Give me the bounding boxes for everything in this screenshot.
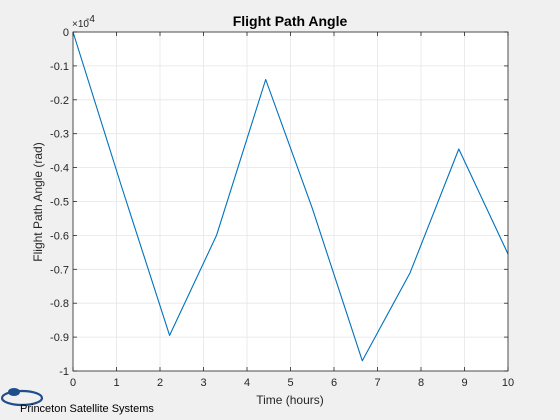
x-tick-label: 4 xyxy=(244,377,250,389)
y-tick-label: -0.1 xyxy=(50,61,69,73)
x-tick-label: 0 xyxy=(70,377,76,389)
x-tick-label: 8 xyxy=(418,377,424,389)
orbit-logo-icon xyxy=(0,388,44,407)
y-axis-label: Flight Path Angle (rad) xyxy=(31,142,45,261)
y-tick-label: -0.4 xyxy=(50,163,69,175)
x-tick-label: 6 xyxy=(331,377,337,389)
x-tick-label: 9 xyxy=(461,377,467,389)
x-axis-label: Time (hours) xyxy=(256,393,324,407)
x-tick-label: 10 xyxy=(502,377,514,389)
x-tick-label: 3 xyxy=(200,377,206,389)
y-tick-label: -0.8 xyxy=(50,298,69,310)
y-exponent-power: -4 xyxy=(86,14,95,25)
series-layer xyxy=(72,31,509,362)
y-tick-label: 0 xyxy=(63,27,69,39)
ticks-layer xyxy=(72,31,509,372)
brand-logo: Princeton Satellite Systems xyxy=(0,388,154,415)
y-tick-label: -0.3 xyxy=(50,129,69,141)
chart-title: Flight Path Angle xyxy=(233,13,348,29)
x-tick-label: 2 xyxy=(157,377,163,389)
y-tick-label: -0.2 xyxy=(50,95,69,107)
y-exponent: ×10 -4 xyxy=(72,14,95,30)
y-tick-label: -0.6 xyxy=(50,230,69,242)
tick-labels-layer: 0 1 2 3 4 5 6 7 8 9 10 0 -0.1 -0.2 -0.3 -0.4 -0.5 -0.6 -0.… xyxy=(50,27,514,389)
y-tick-label: -0.7 xyxy=(50,264,69,276)
brand-name: Princeton Satellite Systems xyxy=(20,403,154,415)
series-line xyxy=(72,31,509,362)
y-tick-label: -1 xyxy=(59,366,69,378)
x-tick-label: 5 xyxy=(287,377,293,389)
y-exponent-base: ×10 xyxy=(72,19,89,30)
x-tick-label: 1 xyxy=(113,377,119,389)
x-tick-label: 7 xyxy=(374,377,380,389)
y-tick-label: -0.9 xyxy=(50,332,69,344)
y-tick-label: -0.5 xyxy=(50,197,69,209)
